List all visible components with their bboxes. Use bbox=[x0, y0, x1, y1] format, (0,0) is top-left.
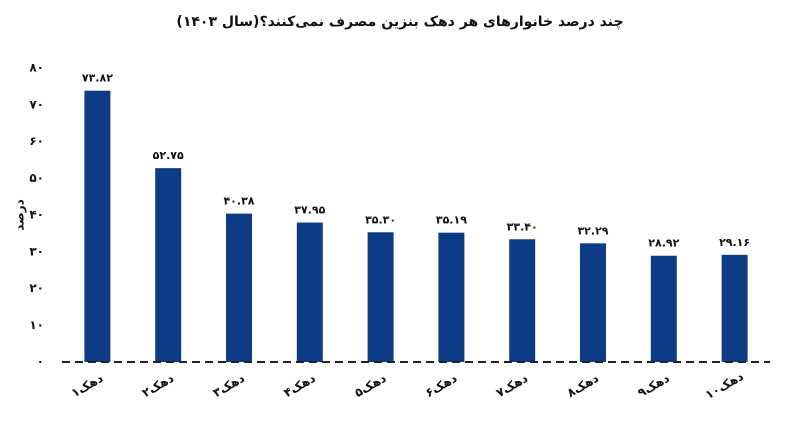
value-label: ۳۲.۲۹ bbox=[577, 224, 608, 237]
chart-title: چند درصد خانوارهای هر دهک بنزین مصرف نمی… bbox=[176, 14, 623, 30]
value-label: ۷۳.۸۲ bbox=[82, 72, 113, 85]
bar bbox=[438, 232, 465, 362]
y-tick-label: ۶۰ bbox=[29, 134, 44, 148]
bar bbox=[721, 254, 748, 362]
bar bbox=[580, 243, 606, 362]
y-tick-label: ۱۰ bbox=[29, 318, 44, 332]
y-axis-label: درصد bbox=[13, 199, 27, 231]
bar bbox=[367, 232, 394, 362]
bar bbox=[226, 213, 252, 362]
y-tick-label: ۵۰ bbox=[29, 171, 44, 185]
value-label: ۳۵.۳۰ bbox=[365, 213, 396, 226]
y-tick-label: ۲۰ bbox=[29, 281, 44, 295]
y-tick-label: ۴۰ bbox=[29, 208, 44, 222]
bar bbox=[84, 90, 111, 363]
value-label: ۳۵.۱۹ bbox=[436, 214, 467, 227]
value-label: ۳۷.۹۵ bbox=[294, 204, 325, 217]
bar bbox=[296, 222, 323, 362]
y-tick-label: ۳۰ bbox=[29, 244, 44, 258]
y-tick-label: ۷۰ bbox=[29, 97, 44, 111]
bar bbox=[650, 255, 677, 362]
bar bbox=[509, 239, 536, 362]
value-label: ۵۲.۷۵ bbox=[153, 149, 184, 162]
value-label: ۲۸.۹۲ bbox=[648, 237, 679, 250]
y-tick-label: ۰ bbox=[37, 355, 44, 369]
bar bbox=[155, 168, 182, 362]
value-label: ۳۳.۴۰ bbox=[507, 220, 538, 233]
value-label: ۲۹.۱۶ bbox=[719, 236, 750, 249]
y-tick-label: ۸۰ bbox=[29, 61, 44, 75]
value-label: ۴۰.۳۸ bbox=[223, 195, 254, 208]
